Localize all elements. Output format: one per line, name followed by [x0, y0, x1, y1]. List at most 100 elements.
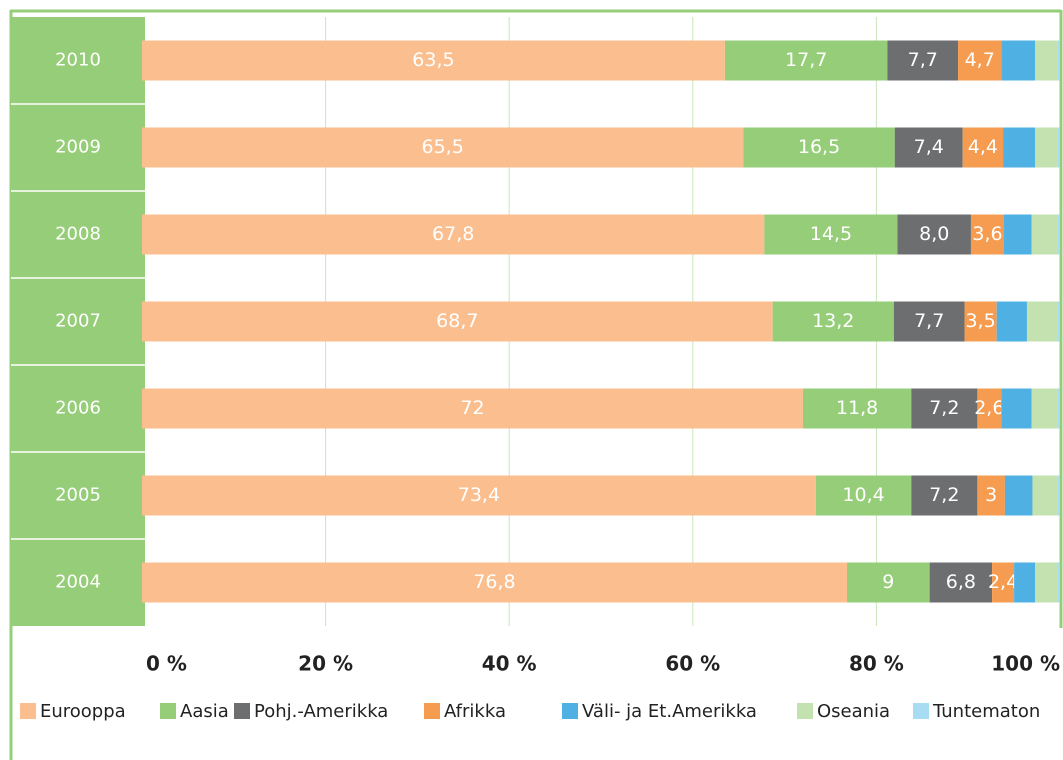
- data-label: 3,5: [965, 310, 995, 332]
- x-tick-label: 60 %: [665, 652, 720, 676]
- bar-segment: [929, 562, 993, 603]
- data-label: 7,7: [914, 310, 944, 332]
- data-label: 68,7: [436, 310, 478, 332]
- legend-swatch: [160, 703, 176, 719]
- bar-segment: [970, 214, 1005, 255]
- bar-segment: [764, 214, 898, 255]
- bar-segment: [142, 388, 803, 429]
- data-label: 3: [985, 484, 997, 506]
- data-label: 65,5: [421, 136, 463, 158]
- bar-segment: [1057, 562, 1060, 603]
- bar-segment: [1057, 127, 1060, 168]
- bar-segment: [964, 301, 997, 342]
- bar-segment: [893, 301, 965, 342]
- bar-segment: [1001, 40, 1036, 81]
- category-label: 2007: [55, 311, 101, 332]
- bar-segment: [1003, 127, 1036, 168]
- bar-segment: [911, 388, 978, 429]
- bar-segment: [1035, 127, 1058, 168]
- bar-segment: [142, 127, 744, 168]
- data-label: 7,2: [929, 397, 959, 419]
- bar-segment: [894, 127, 963, 168]
- category-label: 2009: [55, 137, 101, 158]
- data-label: 7,2: [929, 484, 959, 506]
- category-label: 2004: [55, 572, 101, 593]
- bar-segment: [142, 475, 816, 516]
- bar-segment: [772, 301, 894, 342]
- legend-swatch: [797, 703, 813, 719]
- bar-segment: [847, 562, 930, 603]
- bar-segment: [1014, 562, 1036, 603]
- bar-segment: [142, 301, 773, 342]
- data-label: 14,5: [810, 223, 852, 245]
- bar-segment: [911, 475, 978, 516]
- data-label: 8,0: [919, 223, 949, 245]
- category-column: [11, 17, 145, 626]
- x-tick-label: 0 %: [146, 652, 187, 676]
- legend-swatch: [234, 703, 250, 719]
- data-label: 67,8: [432, 223, 474, 245]
- legend-label: Eurooppa: [40, 701, 126, 722]
- data-label: 63,5: [412, 49, 454, 71]
- legend-label: Afrikka: [444, 701, 506, 722]
- bar-segment: [1057, 40, 1060, 81]
- data-label: 73,4: [458, 484, 500, 506]
- bar-segment: [142, 214, 765, 255]
- data-label: 4,7: [965, 49, 995, 71]
- bar-segment: [887, 40, 959, 81]
- legend-label: Aasia: [180, 701, 229, 722]
- data-label: 2,6: [974, 397, 1004, 419]
- data-label: 16,5: [798, 136, 840, 158]
- data-label: 76,8: [473, 571, 515, 593]
- bar-segment: [142, 562, 848, 603]
- bar-segment: [1035, 562, 1058, 603]
- bar-segment: [977, 388, 1002, 429]
- legend-label: Pohj.-Amerikka: [254, 701, 388, 722]
- data-label: 2,4: [988, 571, 1018, 593]
- bar-segment: [802, 388, 912, 429]
- legend-label: Tuntematon: [932, 701, 1040, 722]
- legend-label: Väli- ja Et.Amerikka: [582, 701, 757, 722]
- bar-segment: [1057, 388, 1060, 429]
- data-label: 13,2: [812, 310, 854, 332]
- bar-segment: [992, 562, 1015, 603]
- bar-segment: [1057, 475, 1060, 516]
- data-label: 6,8: [946, 571, 976, 593]
- category-label: 2008: [55, 224, 101, 245]
- data-label: 7,4: [914, 136, 944, 158]
- bar-segment: [1057, 301, 1060, 342]
- data-label: 7,7: [908, 49, 938, 71]
- legend-swatch: [562, 703, 578, 719]
- bar-segment: [1001, 388, 1032, 429]
- bar-segment: [1026, 301, 1058, 342]
- bar-segment: [1032, 475, 1058, 516]
- bar-segment: [724, 40, 888, 81]
- x-tick-label: 20 %: [298, 652, 353, 676]
- bar-segment: [1031, 214, 1058, 255]
- category-label: 2005: [55, 485, 101, 506]
- bar-segment: [815, 475, 912, 516]
- bar-segment: [996, 301, 1027, 342]
- legend-swatch: [20, 703, 36, 719]
- data-label: 72: [460, 397, 484, 419]
- legend-label: Oseania: [817, 701, 890, 722]
- x-tick-label: 100 %: [991, 652, 1060, 676]
- bar-segment: [743, 127, 895, 168]
- legend-swatch: [424, 703, 440, 719]
- bar-segment: [1057, 214, 1060, 255]
- bar-segment: [142, 40, 725, 81]
- data-label: 4,4: [968, 136, 998, 158]
- bar-segment: [958, 40, 1002, 81]
- category-label: 2006: [55, 398, 101, 419]
- data-label: 11,8: [836, 397, 878, 419]
- bar-segment: [897, 214, 971, 255]
- data-label: 3,6: [972, 223, 1002, 245]
- category-label: 2010: [55, 50, 101, 71]
- legend-swatch: [913, 703, 929, 719]
- bar-segment: [1004, 214, 1032, 255]
- bar-segment: [962, 127, 1004, 168]
- bar-segment: [1004, 475, 1033, 516]
- x-tick-label: 80 %: [849, 652, 904, 676]
